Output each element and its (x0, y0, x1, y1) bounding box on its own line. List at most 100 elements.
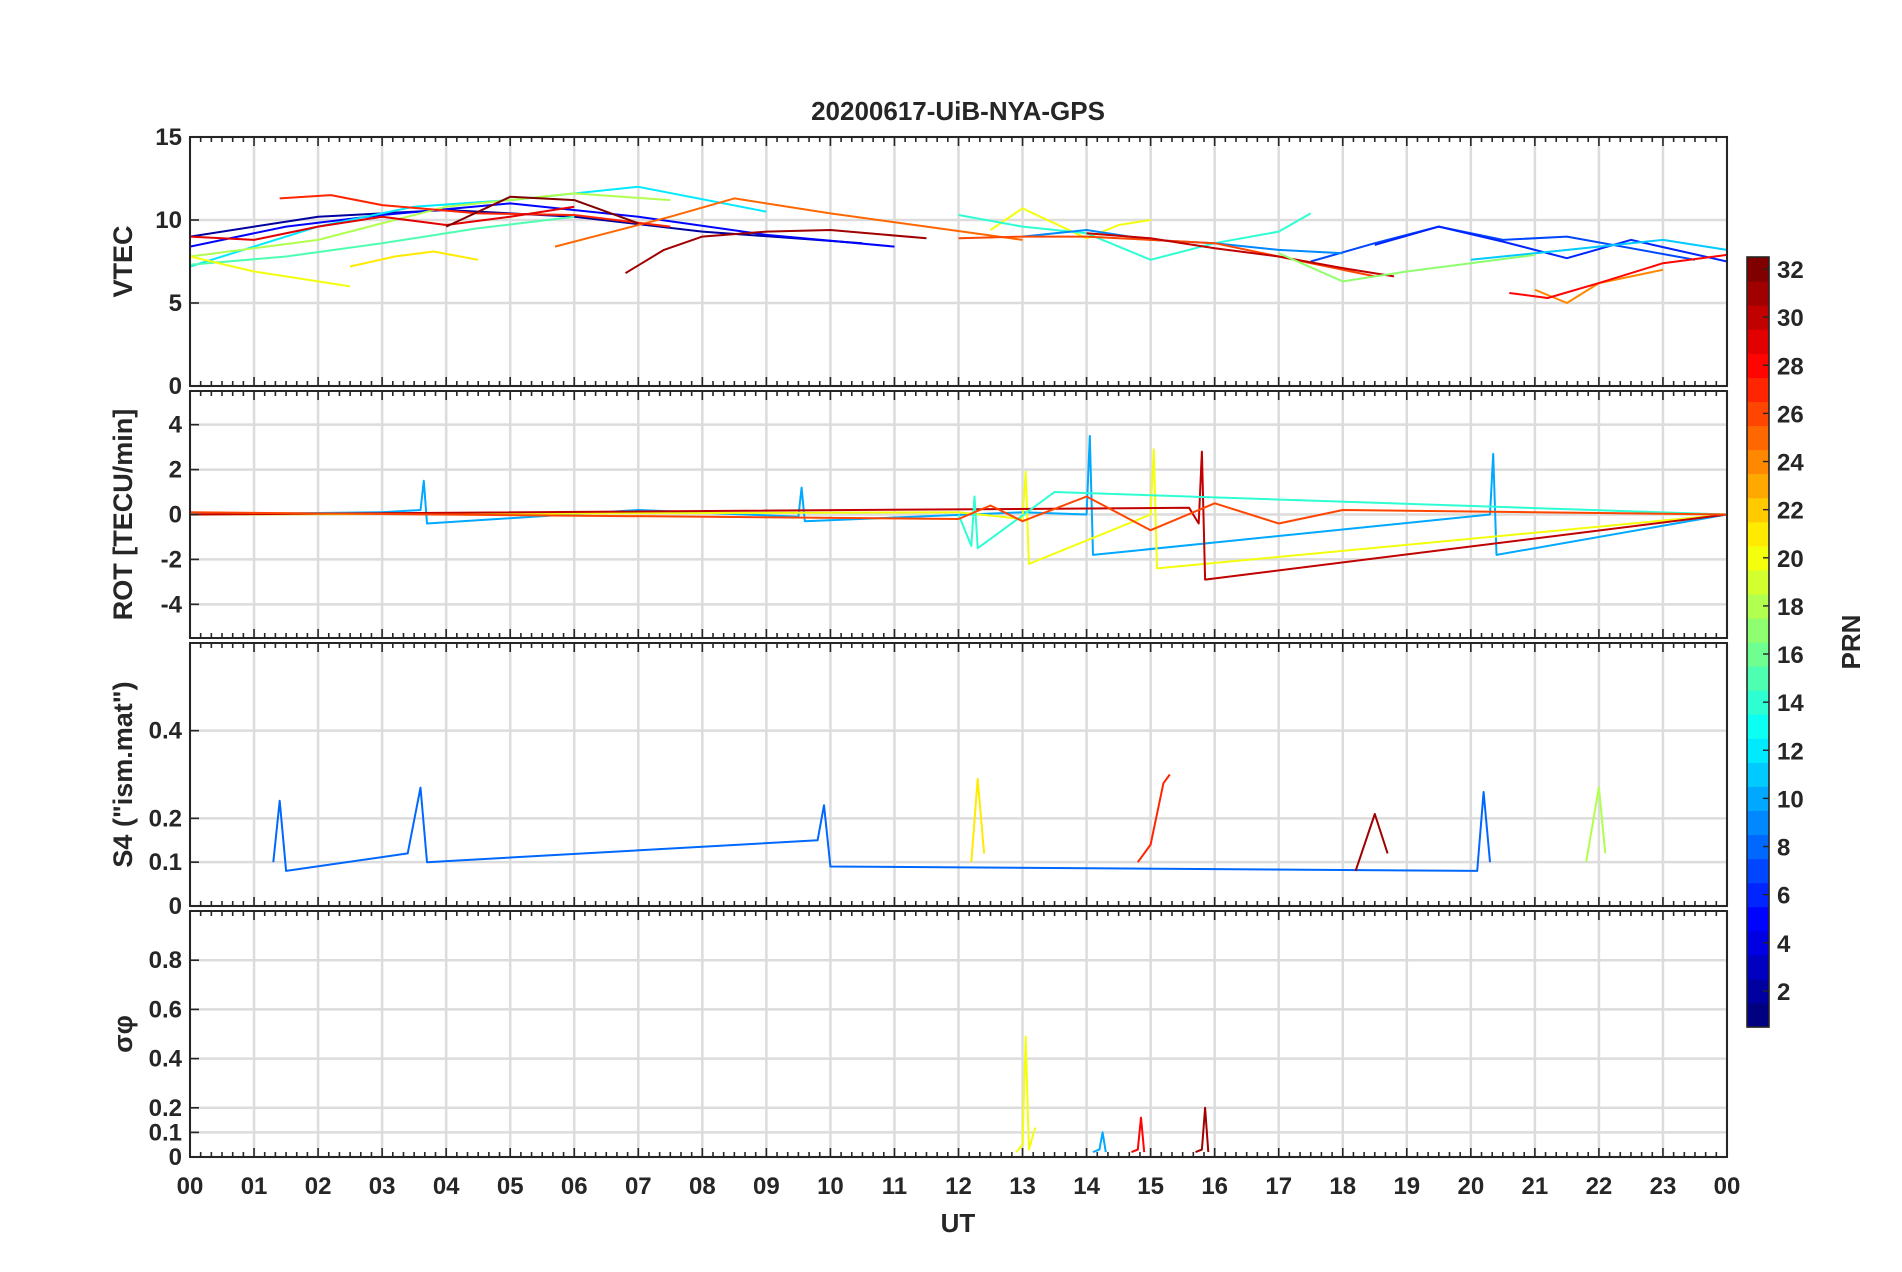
y-tick-label: 0 (169, 373, 182, 400)
series-line-prn-26 (190, 495, 1727, 532)
colorbar-tick-label: 8 (1777, 835, 1790, 862)
x-tick-label: 23 (1650, 1173, 1677, 1200)
colorbar-segment (1747, 858, 1769, 884)
series-line-prn-20 (1015, 1035, 1037, 1153)
x-tick-label: 05 (497, 1173, 524, 1200)
y-tick-label: 0.4 (149, 718, 183, 745)
y-tick-label: 2 (169, 457, 182, 484)
series-line-prn-12 (190, 185, 767, 268)
series-line-prn-31 (1195, 1106, 1210, 1154)
x-tick-label: 03 (369, 1173, 396, 1200)
series-line-prn-25 (554, 197, 1023, 248)
x-tick-label: 17 (1265, 1173, 1292, 1200)
colorbar-segment (1747, 305, 1769, 330)
y-axis-label: σφ (108, 1015, 138, 1053)
y-tick-label: 0 (169, 893, 182, 920)
panel-sigma_phi: 00.10.2 0.4 0.6 0.8 σφ (108, 910, 1729, 1171)
colorbar-segment (1747, 642, 1769, 667)
x-tick-label: 22 (1586, 1173, 1613, 1200)
series-line-prn-27 (279, 194, 671, 228)
series-line-prn-5 (190, 202, 895, 248)
colorbar-tick-label: 26 (1777, 401, 1804, 428)
series-line-prn-6 (1374, 225, 1727, 263)
y-tick-label: 0 (169, 1144, 182, 1171)
colorbar-tick-label: 12 (1777, 738, 1804, 765)
series-line-prn-10 (190, 434, 1727, 556)
x-tick-label: 09 (753, 1173, 780, 1200)
colorbar-tick-label: 4 (1777, 931, 1791, 958)
y-tick-label: 15 (155, 124, 182, 151)
colorbar-tick-label: 18 (1777, 594, 1804, 621)
colorbar-segment (1747, 906, 1769, 932)
series-group (272, 773, 1607, 872)
y-tick-label: 0.2 (149, 805, 182, 832)
x-tick-labels: 00 01 02 03 04 05 06 07 08 09 10 11 12 13 14 15 16 17 18 19… (177, 1173, 1741, 1200)
y-tick-label: 0.6 (149, 996, 182, 1023)
series-line-prn-18 (190, 192, 671, 258)
series-group (1015, 1035, 1210, 1154)
y-axis-label: S4 ("ism.mat") (108, 681, 138, 867)
colorbar-segment (1747, 762, 1769, 787)
y-tick-label: 0.1 (149, 1119, 182, 1146)
series-line-prn-29 (190, 205, 575, 241)
colorbar-segment (1747, 425, 1769, 451)
colorbar-segment (1747, 329, 1769, 354)
series-group (190, 185, 1727, 304)
y-tick-label: 10 (155, 207, 182, 234)
colorbar-segment (1747, 617, 1769, 643)
y-tick-label: 0.4 (149, 1046, 183, 1073)
x-tick-label: 18 (1329, 1173, 1356, 1200)
y-tick-label: -2 (161, 546, 182, 573)
x-tick-label: 15 (1137, 1173, 1164, 1200)
x-tick-label: 08 (689, 1173, 716, 1200)
series-line-prn-7 (1310, 225, 1696, 263)
series-line-prn-14 (957, 491, 1727, 550)
chart-title: 20200617-UiB-NYA-GPS (811, 96, 1105, 126)
colorbar-segment (1747, 257, 1769, 282)
colorbar-segment (1747, 281, 1769, 306)
series-line-prn-31 (1354, 813, 1389, 872)
panel-s4: 0 0.1 0.2 0.4 S4 ("ism.mat") (108, 642, 1729, 920)
y-tick-label: 0.8 (149, 947, 182, 974)
colorbar-segment (1747, 930, 1769, 956)
series-line-prn-27 (1136, 773, 1171, 863)
colorbar-segment (1747, 1002, 1769, 1028)
colorbar-segment (1747, 738, 1769, 763)
series-line-prn-30 (190, 450, 1727, 581)
colorbar-segment (1747, 666, 1769, 691)
colorbar-tick-label: 32 (1777, 257, 1804, 284)
colorbar-tick-label: 2 (1777, 979, 1790, 1006)
series-line-prn-30 (1086, 232, 1395, 278)
colorbar-segment (1747, 810, 1769, 836)
series-line-prn-15 (190, 215, 575, 266)
series-line-prn-17 (1278, 252, 1536, 283)
x-tick-label: 06 (561, 1173, 588, 1200)
colorbar-segment (1747, 353, 1769, 378)
colorbar-segment (1747, 473, 1769, 499)
series-line-prn-20 (190, 255, 351, 288)
series-line-prn-14 (958, 212, 1312, 261)
y-tick-label: 0.2 (149, 1095, 182, 1122)
series-line-prn-31 (624, 229, 927, 274)
colorbar-segment (1747, 978, 1769, 1004)
series-line-prn-28 (1509, 253, 1727, 299)
colorbar-tick-label: 30 (1777, 305, 1804, 332)
series-group (190, 434, 1727, 581)
x-tick-label: 21 (1522, 1173, 1549, 1200)
colorbar-segment (1747, 521, 1769, 547)
colorbar-segment (1747, 954, 1769, 980)
colorbar-tick-label: 6 (1777, 883, 1790, 910)
colorbar-segment (1747, 834, 1769, 860)
x-tick-label: 19 (1393, 1173, 1420, 1200)
colorbar-segment (1747, 377, 1769, 402)
y-tick-label: 5 (169, 290, 182, 317)
series-line-prn-28 (1131, 1116, 1146, 1154)
y-tick-label: 0 (169, 502, 182, 529)
series-line-prn-11 (1470, 238, 1727, 261)
colorbar-box (1746, 256, 1770, 1028)
colorbar-tick-label: 10 (1777, 786, 1804, 813)
x-tick-label: 01 (241, 1173, 268, 1200)
series-line-prn-21 (970, 777, 986, 863)
